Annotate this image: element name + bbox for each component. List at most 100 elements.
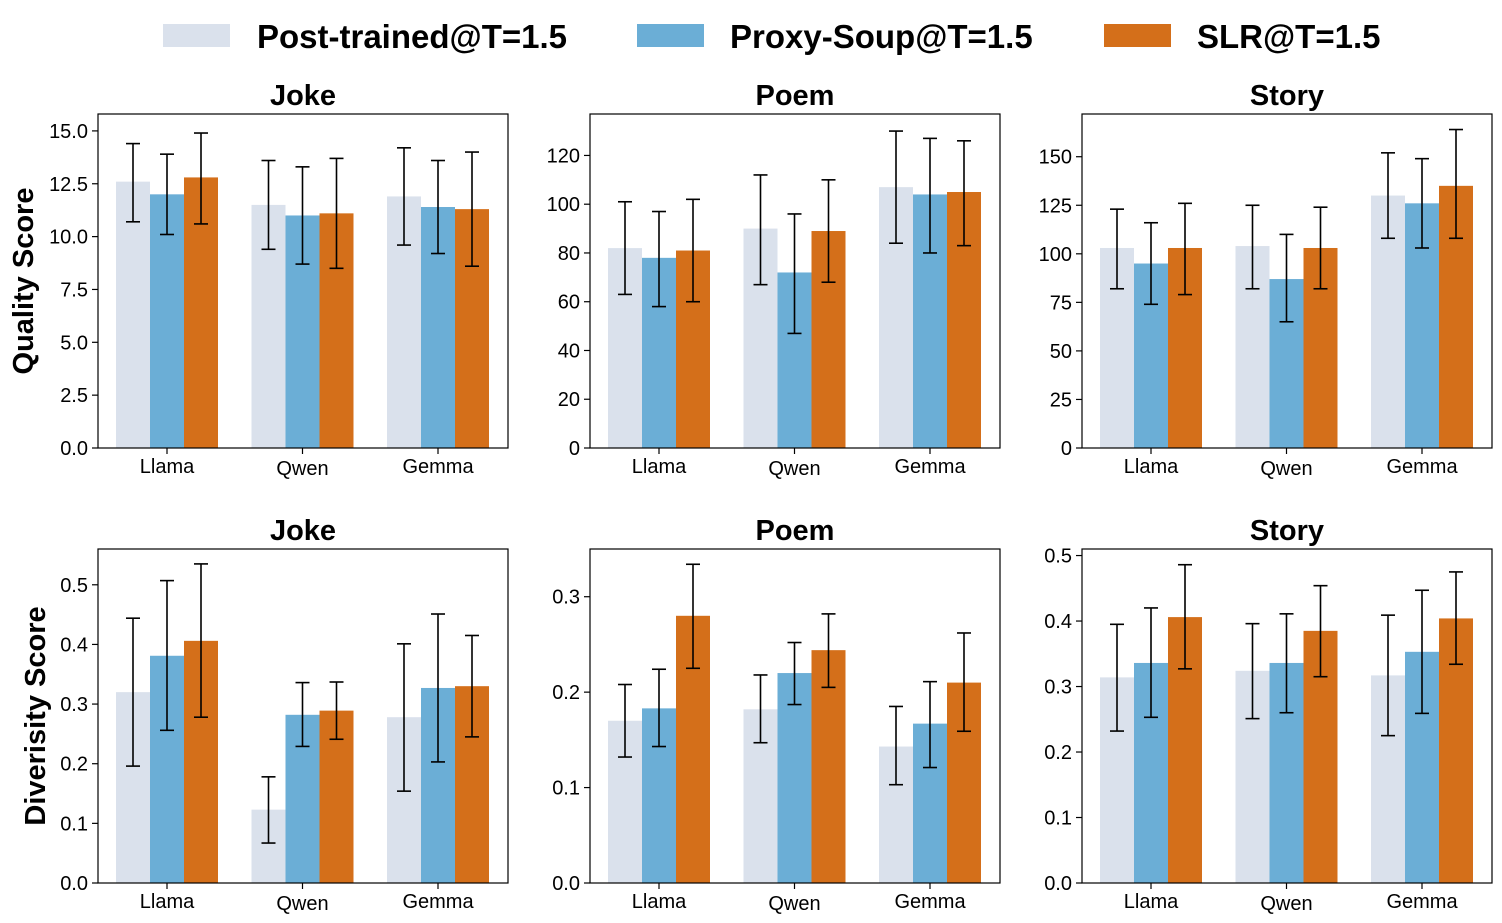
- y-tick-label: 75: [1050, 292, 1072, 314]
- error-bar-slr-qwen: [821, 179, 836, 284]
- error-bar-slr-gemma: [957, 140, 971, 247]
- bar-slr-qwen: [811, 650, 846, 883]
- legend-label-proxy-soup: Proxy-Soup@T=1.5: [730, 18, 1033, 55]
- y-tick-label: 25: [1050, 389, 1072, 411]
- x-tick-label-llama: Llama: [1124, 456, 1179, 478]
- legend-swatch-slr: [1104, 24, 1171, 47]
- error-bar-post-trained-llama: [126, 617, 140, 767]
- y-tick-label: 0.5: [60, 575, 88, 597]
- y-tick-label: 100: [1039, 244, 1072, 266]
- y-tick-label: 10.0: [49, 227, 88, 249]
- legend-swatch-proxy-soup: [637, 24, 704, 47]
- error-bar-post-trained-qwen: [1245, 622, 1260, 720]
- y-tick-label: 0.4: [60, 634, 88, 656]
- x-tick-label-qwen: Qwen: [276, 893, 328, 915]
- y-tick-label: 0.2: [60, 754, 88, 776]
- error-bar-proxy-soup-qwen: [1279, 233, 1294, 323]
- y-tick-label: 0.1: [60, 813, 88, 835]
- y-tick-label: 2.5: [60, 385, 88, 407]
- error-bar-proxy-soup-llama: [160, 153, 174, 236]
- error-bar-post-trained-llama: [1110, 208, 1124, 290]
- error-bar-post-trained-qwen: [1245, 204, 1260, 290]
- error-bar-slr-gemma: [957, 632, 971, 733]
- x-tick-label-qwen: Qwen: [768, 893, 820, 915]
- y-tick-label: 0.0: [552, 873, 580, 895]
- error-bar-proxy-soup-qwen: [787, 641, 802, 706]
- error-bar-post-trained-gemma: [397, 147, 411, 246]
- x-tick-label-gemma: Gemma: [894, 891, 966, 913]
- error-bar-slr-gemma: [465, 634, 479, 738]
- error-bar-post-trained-gemma: [1381, 614, 1395, 737]
- error-bar-post-trained-qwen: [261, 159, 276, 251]
- y-axis-label: Quality Score: [8, 188, 40, 375]
- y-tick-label: 0.3: [60, 694, 88, 716]
- y-tick-label: 0: [569, 438, 580, 460]
- y-tick-label: 0.2: [552, 682, 580, 704]
- error-bar-post-trained-gemma: [1381, 152, 1395, 240]
- x-tick-label-llama: Llama: [632, 456, 687, 478]
- bar-proxy-soup-qwen: [777, 673, 812, 883]
- y-axis-label: Diverisity Score: [20, 606, 52, 825]
- error-bar-proxy-soup-qwen: [1279, 613, 1294, 714]
- error-bar-slr-llama: [1178, 202, 1192, 296]
- y-tick-label: 80: [558, 243, 580, 265]
- error-bar-slr-llama: [686, 563, 700, 670]
- error-bar-proxy-soup-llama: [1144, 607, 1158, 719]
- y-tick-label: 20: [558, 389, 580, 411]
- chart-panel-4: 0.0 0.1 0.2 0.3 0.4 0.5 Llama Qwen Gemma Joke Dive…: [20, 515, 509, 915]
- error-bar-slr-qwen: [1313, 584, 1328, 678]
- error-bar-post-trained-gemma: [889, 130, 903, 245]
- y-tick-label: 125: [1039, 195, 1072, 217]
- error-bar-slr-qwen: [329, 681, 344, 741]
- panel-title: Story: [1250, 80, 1324, 112]
- y-tick-label: 50: [1050, 341, 1072, 363]
- error-bar-proxy-soup-llama: [652, 668, 666, 748]
- legend-swatch-post-trained: [163, 24, 230, 47]
- y-tick-label: 150: [1039, 147, 1072, 169]
- error-bar-proxy-soup-llama: [160, 579, 174, 732]
- x-tick-label-gemma: Gemma: [1386, 891, 1458, 913]
- error-bar-proxy-soup-gemma: [431, 159, 445, 255]
- error-bar-post-trained-llama: [126, 142, 140, 223]
- y-tick-label: 40: [558, 340, 580, 362]
- error-bar-proxy-soup-gemma: [431, 613, 445, 763]
- x-tick-label-llama: Llama: [632, 891, 687, 913]
- x-tick-label-llama: Llama: [140, 456, 195, 478]
- chart-panel-5: 0.0 0.1 0.2 0.3 Llama Qwen Gemma Poem: [552, 515, 1001, 915]
- error-bar-proxy-soup-gemma: [1415, 589, 1429, 715]
- chart-panel-1: 0.0 2.5 5.0 7.5 10.0 12.5 15.0 Llama Qwen Gemma Jo…: [8, 80, 509, 480]
- y-tick-label: 0.2: [1044, 742, 1072, 764]
- y-tick-label: 0.1: [552, 778, 580, 800]
- y-tick-label: 12.5: [49, 174, 88, 196]
- panel-title: Poem: [756, 515, 835, 547]
- error-bar-slr-llama: [686, 198, 700, 303]
- x-tick-label-gemma: Gemma: [402, 456, 474, 478]
- error-bar-slr-gemma: [1449, 571, 1463, 666]
- x-tick-label-qwen: Qwen: [768, 458, 820, 480]
- x-tick-label-gemma: Gemma: [894, 456, 966, 478]
- y-tick-label: 0.0: [60, 438, 88, 460]
- error-bar-proxy-soup-gemma: [1415, 157, 1429, 249]
- y-tick-label: 100: [547, 194, 580, 216]
- panel-title: Joke: [270, 515, 336, 547]
- x-tick-label-gemma: Gemma: [402, 891, 474, 913]
- y-tick-label: 5.0: [60, 332, 88, 354]
- error-bar-post-trained-qwen: [753, 674, 768, 744]
- error-bar-proxy-soup-qwen: [295, 166, 310, 265]
- y-tick-label: 0.1: [1044, 808, 1072, 830]
- legend-label-slr: SLR@T=1.5: [1197, 18, 1380, 55]
- y-tick-label: 0.4: [1044, 611, 1072, 633]
- panel-title: Poem: [756, 80, 835, 112]
- panel-title: Story: [1250, 515, 1324, 547]
- error-bar-slr-gemma: [1449, 128, 1463, 240]
- error-bar-proxy-soup-gemma: [923, 137, 937, 254]
- error-bar-proxy-soup-gemma: [923, 680, 937, 769]
- error-bar-post-trained-gemma: [889, 705, 903, 786]
- error-bar-slr-llama: [1178, 563, 1192, 670]
- y-tick-label: 15.0: [49, 121, 88, 143]
- y-tick-label: 0.3: [1044, 677, 1072, 699]
- y-tick-label: 0.3: [552, 587, 580, 609]
- error-bar-proxy-soup-llama: [1144, 221, 1158, 306]
- legend: Post-trained@T=1.5 Proxy-Soup@T=1.5 SLR@…: [163, 18, 1380, 55]
